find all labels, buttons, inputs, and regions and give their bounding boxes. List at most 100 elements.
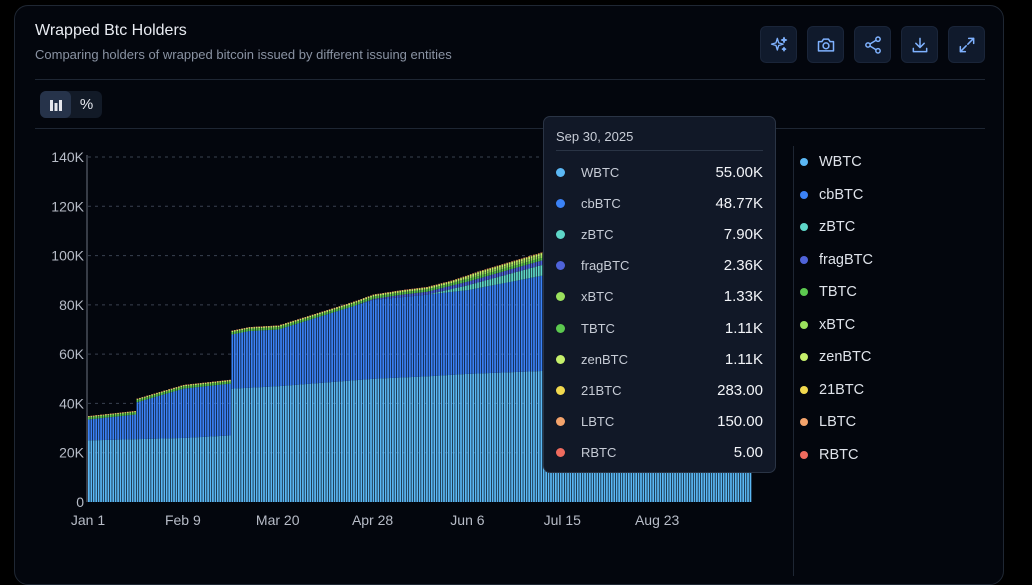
legend-item-rbtc[interactable]: RBTC bbox=[800, 439, 873, 472]
legend-swatch bbox=[800, 158, 808, 166]
legend-item-zbtc[interactable]: zBTC bbox=[800, 211, 873, 244]
bar-segment-tbtc bbox=[258, 328, 260, 330]
legend-label: 21BTC bbox=[819, 382, 864, 398]
legend-item-21btc[interactable]: 21BTC bbox=[800, 374, 873, 407]
bar-segment-xbtc bbox=[509, 265, 511, 267]
bar-segment-fragbtc bbox=[446, 287, 448, 290]
bar-segment-cbbtc bbox=[329, 314, 331, 383]
bar-segment-wbtc bbox=[217, 436, 219, 502]
bar-segment-wbtc bbox=[200, 437, 202, 502]
bar-segment-tbtc bbox=[511, 266, 513, 269]
bar-segment-tbtc bbox=[139, 399, 141, 401]
bar-segment-wbtc bbox=[236, 388, 238, 502]
bar-segment-fragbtc bbox=[411, 293, 413, 296]
bar-segment-fragbtc bbox=[438, 289, 440, 292]
bar-segment-zenbtc bbox=[521, 259, 523, 261]
legend-item-cbbtc[interactable]: cbBTC bbox=[800, 179, 873, 212]
legend-swatch bbox=[800, 451, 808, 459]
bar-segment-zenbtc bbox=[283, 324, 285, 325]
bar-segment-fragbtc bbox=[394, 296, 396, 298]
bar-segment-cbbtc bbox=[268, 330, 270, 387]
legend-label: xBTC bbox=[819, 317, 855, 333]
bar-segment-zenbtc bbox=[312, 315, 314, 317]
bar-segment-zenbtc bbox=[173, 388, 175, 389]
bar-segment-tbtc bbox=[509, 267, 511, 270]
bar-segment-zbtc bbox=[506, 275, 508, 283]
bar-segment-cbbtc bbox=[467, 290, 469, 374]
bar-segment-xbtc bbox=[514, 263, 516, 265]
bar-segment-tbtc bbox=[453, 283, 455, 285]
bar-segment-cbbtc bbox=[494, 285, 496, 373]
bar-segment-tbtc bbox=[268, 328, 270, 330]
bar-segment-tbtc bbox=[232, 332, 234, 334]
bar-segment-wbtc bbox=[312, 384, 314, 502]
bar-segment-wbtc bbox=[509, 372, 511, 502]
bar-segment-wbtc bbox=[380, 378, 382, 502]
bar-segment-cbbtc bbox=[278, 330, 280, 387]
bar-segment-zenbtc bbox=[161, 392, 163, 393]
bar-segment-zenbtc bbox=[176, 387, 178, 388]
legend-item-zenbtc[interactable]: zenBTC bbox=[800, 341, 873, 374]
bar-segment-zbtc bbox=[475, 283, 477, 288]
bar-segment-tbtc bbox=[110, 415, 112, 417]
bar-segment-wbtc bbox=[263, 387, 265, 502]
tooltip-series-value: 1.11K bbox=[725, 351, 763, 368]
bar-segment-tbtc bbox=[433, 288, 435, 290]
bar-segment-zenbtc bbox=[533, 256, 535, 258]
legend-label: zBTC bbox=[819, 219, 855, 235]
bar-segment-tbtc bbox=[358, 302, 360, 304]
bar-segment-zenbtc bbox=[185, 385, 187, 386]
bar-segment-wbtc bbox=[421, 377, 423, 502]
bar-segment-wbtc bbox=[390, 378, 392, 502]
bar-segment-wbtc bbox=[214, 436, 216, 502]
bar-segment-cbbtc bbox=[436, 294, 438, 376]
bar-segment-tbtc bbox=[246, 329, 248, 331]
bar-segment-wbtc bbox=[251, 388, 253, 502]
bar-segment-cbbtc bbox=[154, 397, 156, 439]
bar-segment-wbtc bbox=[124, 439, 126, 502]
bar-segment-zenbtc bbox=[528, 257, 530, 259]
bar-segment-zbtc bbox=[538, 266, 540, 276]
bar-segment-wbtc bbox=[171, 438, 173, 502]
bar-segment-fragbtc bbox=[453, 285, 455, 288]
bar-segment-cbbtc bbox=[480, 288, 482, 374]
bar-segment-wbtc bbox=[297, 385, 299, 502]
bar-segment-xbtc bbox=[465, 279, 467, 280]
tooltip-series-value: 55.00K bbox=[715, 164, 763, 181]
bar-segment-tbtc bbox=[224, 382, 226, 384]
bar-segment-zbtc bbox=[431, 294, 433, 295]
bar-segment-wbtc bbox=[382, 378, 384, 502]
bar-segment-tbtc bbox=[195, 385, 197, 387]
legend-item-lbtc[interactable]: LBTC bbox=[800, 406, 873, 439]
bar-segment-tbtc bbox=[334, 310, 336, 312]
bar-segment-tbtc bbox=[494, 271, 496, 273]
bar-segment-cbbtc bbox=[492, 285, 494, 373]
bar-segment-cbbtc bbox=[336, 311, 338, 381]
legend-item-fragbtc[interactable]: fragBTC bbox=[800, 244, 873, 277]
bar-segment-zenbtc bbox=[200, 383, 202, 384]
bar-segment-wbtc bbox=[134, 439, 136, 502]
bar-segment-tbtc bbox=[207, 384, 209, 386]
bar-segment-cbbtc bbox=[368, 301, 370, 379]
bar-segment-wbtc bbox=[438, 376, 440, 502]
legend-item-xbtc[interactable]: xBTC bbox=[800, 309, 873, 342]
bar-segment-zenbtc bbox=[273, 326, 275, 327]
tooltip-series-name: RBTC bbox=[581, 445, 734, 460]
y-tick-label: 60K bbox=[59, 346, 85, 362]
bar-segment-tbtc bbox=[329, 311, 331, 313]
bar-segment-tbtc bbox=[409, 291, 411, 293]
bar-segment-tbtc bbox=[188, 386, 190, 388]
bar-segment-zenbtc bbox=[159, 392, 161, 393]
bar-segment-fragbtc bbox=[533, 263, 535, 268]
legend-item-wbtc[interactable]: WBTC bbox=[800, 146, 873, 179]
legend-item-tbtc[interactable]: TBTC bbox=[800, 276, 873, 309]
bar-segment-tbtc bbox=[98, 416, 100, 418]
bar-segment-fragbtc bbox=[465, 282, 467, 286]
bar-segment-wbtc bbox=[300, 384, 302, 502]
bar-segment-tbtc bbox=[472, 278, 474, 280]
bar-segment-wbtc bbox=[409, 377, 411, 502]
legend-swatch bbox=[800, 256, 808, 264]
bar-segment-wbtc bbox=[375, 379, 377, 502]
bar-segment-cbbtc bbox=[455, 291, 457, 374]
bar-segment-wbtc bbox=[353, 380, 355, 502]
